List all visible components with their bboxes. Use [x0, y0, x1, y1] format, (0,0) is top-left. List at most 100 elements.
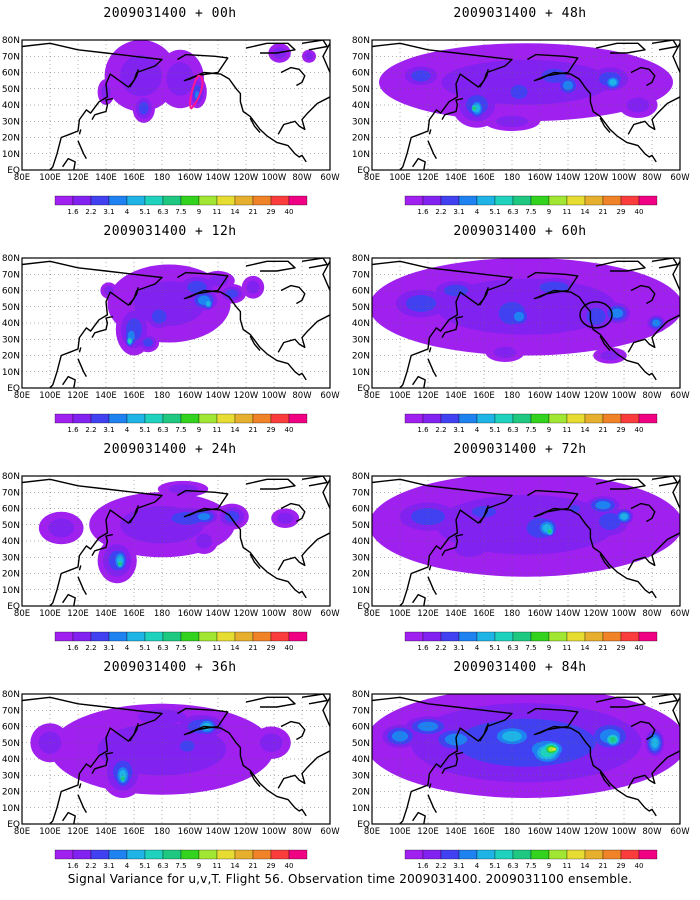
contour-level-2 [179, 740, 195, 752]
legend-label: 2.2 [85, 208, 96, 216]
legend-label: 2.2 [85, 862, 96, 870]
lon-tick-label: 140W [556, 827, 581, 837]
contour-level-2 [224, 510, 240, 523]
panel-title: 2009031400 + 60h [453, 224, 587, 239]
figure-caption: Signal Variance for u,v,T. Flight 56. Ob… [67, 872, 633, 886]
legend-swatch [198, 849, 218, 860]
coastline [427, 140, 438, 159]
legend-swatch [566, 413, 586, 424]
lon-tick-label: 140E [445, 173, 467, 183]
lat-tick-label: 50N [2, 739, 20, 749]
contour-level-6 [472, 106, 477, 111]
legend-label: 2.2 [85, 644, 96, 652]
lon-tick-label: 180 [154, 173, 170, 183]
legend-label: 4 [475, 644, 480, 652]
coastline [322, 478, 330, 509]
legend-label: 1.6 [417, 208, 429, 216]
lat-tick-label: 60N [2, 505, 20, 515]
legend-swatch [494, 195, 514, 206]
lon-tick-label: 120E [417, 391, 439, 401]
coastline [599, 771, 611, 788]
legend-label: 5.1 [139, 208, 150, 216]
lat-tick-label: 70N [352, 488, 370, 498]
legend-swatch [530, 849, 550, 860]
legend-swatch [548, 631, 568, 642]
legend-swatch [288, 631, 308, 642]
map-panel-48h: 2009031400 + 48h 80N 70N 60N 50N 40N 30N 20N 10… [350, 0, 690, 220]
legend-label: 29 [267, 644, 276, 652]
coastline [129, 69, 139, 88]
grid-lines [22, 694, 330, 824]
legend-label: 7.5 [175, 426, 186, 434]
lat-tick-label: 40N [352, 319, 370, 329]
legend-label: 9 [547, 644, 551, 652]
lat-tick-label: 30N [352, 553, 370, 563]
legend-swatch [162, 631, 182, 642]
legend-label: 1.6 [67, 862, 79, 870]
legend-swatch [620, 849, 640, 860]
coastlines [22, 40, 330, 170]
coastline [280, 66, 306, 87]
legend-label: 6.3 [507, 208, 518, 216]
contour-level-2 [541, 68, 567, 83]
lon-tick-label: 140W [206, 173, 231, 183]
contour-level-3 [391, 730, 409, 742]
lon-tick-label: 180 [504, 391, 520, 401]
coastline [322, 42, 330, 73]
legend-label: 21 [599, 208, 608, 216]
legend-swatch [252, 631, 272, 642]
legend-swatch [638, 631, 658, 642]
legend-label: 6.3 [157, 208, 168, 216]
lat-tick-label: 40N [2, 101, 20, 111]
lon-tick-label: 100E [389, 173, 411, 183]
flight-track [189, 74, 204, 110]
lat-tick-label: 50N [352, 85, 370, 95]
coastline [91, 315, 114, 338]
panel-title: 2009031400 + 00h [103, 6, 237, 21]
lon-tick-label: 100W [612, 173, 637, 183]
lat-tick-label: 20N [2, 788, 20, 798]
lon-tick-label: 60W [670, 391, 690, 401]
coastline [527, 271, 657, 381]
coastline [277, 314, 330, 353]
contour-level-6 [120, 776, 125, 781]
legend-swatch [584, 195, 604, 206]
legend-label: 4 [125, 862, 130, 870]
lat-tick-label: 40N [2, 537, 20, 547]
lat-tick-label: 10N [2, 150, 20, 160]
legend-label: 4 [125, 208, 130, 216]
lon-tick-label: 160W [178, 391, 203, 401]
lon-tick-label: 60W [670, 173, 690, 183]
legend-label: 29 [617, 208, 626, 216]
legend-label: 1.6 [67, 208, 79, 216]
lon-tick-label: 140E [445, 609, 467, 619]
legend-swatch [144, 849, 164, 860]
coastline [427, 358, 438, 377]
coastline [301, 258, 328, 269]
lat-tick-label: 30N [352, 117, 370, 127]
legend-label: 40 [285, 862, 294, 870]
legend-swatch [288, 195, 308, 206]
legend-label: 21 [599, 862, 608, 870]
legend-label: 7.5 [525, 862, 536, 870]
contour-level-2 [570, 504, 580, 513]
coastline [249, 553, 261, 570]
observation-circle [579, 301, 613, 329]
legend-label: 40 [635, 862, 644, 870]
coastline [372, 42, 513, 170]
contour-level-5 [127, 338, 132, 344]
contour-level-2 [510, 84, 528, 100]
panel-title: 2009031400 + 12h [103, 224, 237, 239]
coastlines [372, 40, 680, 170]
legend-swatch [72, 413, 92, 424]
coastline [77, 576, 88, 595]
contour-level-2 [187, 280, 207, 294]
coastline [479, 287, 489, 306]
legend-swatch [548, 413, 568, 424]
legend-swatch [602, 195, 622, 206]
legend-swatch [638, 413, 658, 424]
coastline [595, 696, 646, 708]
